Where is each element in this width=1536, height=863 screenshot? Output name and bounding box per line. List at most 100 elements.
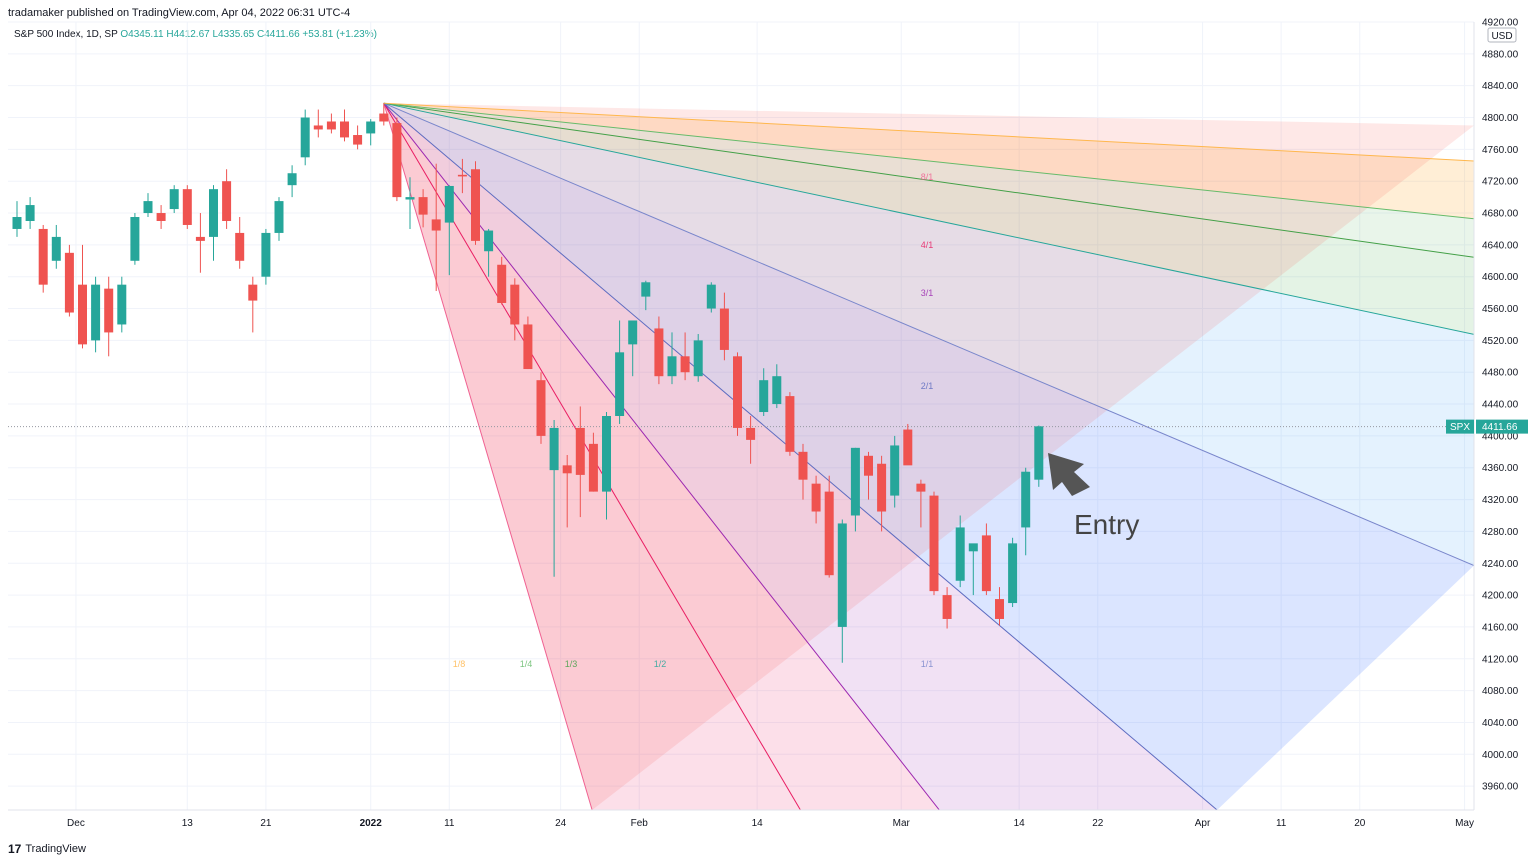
price-tick-label: 4080.00 (1482, 686, 1519, 697)
candle-up (641, 280, 651, 311)
candle-body (182, 189, 192, 225)
publisher-line: tradamaker published on TradingView.com,… (8, 7, 351, 19)
price-axis[interactable]: 3960.00 4000.00 4040.00 4080.00 4120.00 4160.… (1446, 18, 1528, 811)
candle-down (248, 276, 258, 333)
grid (8, 21, 1474, 810)
price-tick-label: 4680.00 (1482, 209, 1519, 220)
price-tick-label: 4000.00 (1482, 750, 1519, 761)
gann-fan[interactable] (383, 102, 1474, 810)
candle-body (392, 123, 402, 198)
candle-body (169, 189, 179, 210)
entry-annotation[interactable]: Entry (1048, 453, 1139, 540)
candle-down (680, 332, 690, 381)
candle-down (222, 169, 232, 229)
candle-up (837, 519, 847, 663)
time-axis[interactable]: Dec 13 21 2022 11 24 Feb 14 Mar 14 22 Apr 11 20 May (8, 809, 1474, 829)
candle-down (156, 205, 166, 229)
candle-up (667, 332, 677, 385)
candle-down (733, 352, 742, 436)
candle-body (91, 284, 101, 341)
candle-up (759, 368, 769, 416)
candle-up (850, 447, 860, 532)
ohlc-open: O4345.11 (120, 29, 164, 40)
time-tick-label: 14 (752, 818, 764, 829)
candle-down (418, 189, 428, 228)
candle-body (457, 174, 467, 177)
candle-down (981, 523, 991, 596)
candle-body (981, 535, 991, 592)
price-tick-label: 4880.00 (1482, 49, 1519, 60)
symbol-description: S&P 500 Index, 1D, SP (14, 29, 118, 40)
candle-up (615, 320, 625, 424)
candle-body (903, 429, 913, 466)
candle-body (628, 320, 638, 345)
price-tick-label: 4800.00 (1482, 113, 1519, 124)
ohlc-close: C4411.66 (257, 29, 300, 40)
candle-body (235, 232, 245, 261)
price-tick-label: 3960.00 (1482, 782, 1519, 793)
price-tick-label: 4840.00 (1482, 81, 1519, 92)
candle-body (287, 173, 297, 186)
candle-down (326, 113, 336, 134)
candle-body (811, 483, 821, 512)
candle-body (706, 284, 716, 309)
fan-label-2-1: 2/1 (921, 381, 934, 391)
fan-label-4-1: 4/1 (921, 240, 934, 250)
entry-arrow-icon (1048, 453, 1090, 496)
candle-body (615, 352, 625, 416)
price-tick-label: 4920.00 (1482, 18, 1519, 29)
candle-up (955, 515, 965, 588)
candle-down (811, 475, 821, 524)
candle-up (287, 165, 297, 198)
time-tick-label: 11 (444, 818, 455, 829)
candle-down (903, 423, 913, 466)
fan-line-1-8 (383, 102, 1474, 162)
candle-up (628, 320, 638, 377)
candle-down (38, 224, 48, 293)
candle-up (1034, 425, 1044, 487)
candle-body (562, 465, 572, 474)
candle-body (798, 451, 808, 480)
time-tick-label: Dec (67, 818, 85, 829)
candle-up (130, 213, 140, 265)
fan-label-1-4: 1/4 (520, 659, 533, 669)
candle-body (38, 228, 48, 285)
time-tick-label: Apr (1195, 818, 1211, 829)
ohlc-low: L4335.65 (212, 29, 255, 40)
ohlc-high: H4412.67 (166, 29, 210, 40)
candle-body (602, 416, 611, 492)
candle-body (680, 356, 690, 373)
entry-label: Entry (1074, 509, 1139, 540)
fan-label-3-1: 3/1 (921, 288, 934, 298)
candle-body (484, 230, 494, 252)
candle-body (156, 213, 166, 221)
candle-up (169, 185, 179, 214)
candle-down (746, 416, 756, 464)
candle-body (431, 219, 441, 231)
candle-up (51, 224, 61, 269)
candle-body (444, 185, 454, 223)
candle-up (693, 334, 703, 382)
candle-down (719, 292, 729, 361)
fan-label-1-8: 1/8 (453, 659, 466, 669)
tradingview-brand[interactable]: 17 TradingView (8, 842, 86, 856)
candle-up (143, 193, 153, 218)
candle-down (523, 316, 533, 370)
candle-body (733, 356, 742, 428)
candle-body (366, 121, 376, 134)
fan-label-1-3: 1/3 (565, 659, 578, 669)
candle-down (785, 392, 795, 456)
candle-body (523, 324, 533, 370)
candle-body (837, 523, 847, 627)
candle-body (1021, 471, 1031, 528)
candle-body (340, 121, 349, 138)
candle-up (117, 276, 127, 333)
candle-up (209, 185, 218, 261)
candle-down (182, 185, 192, 229)
candle-body (104, 288, 114, 333)
price-tick-label: 4440.00 (1482, 400, 1519, 411)
candle-body (1008, 543, 1018, 604)
candle-body (942, 595, 952, 619)
candle-up (25, 197, 35, 229)
